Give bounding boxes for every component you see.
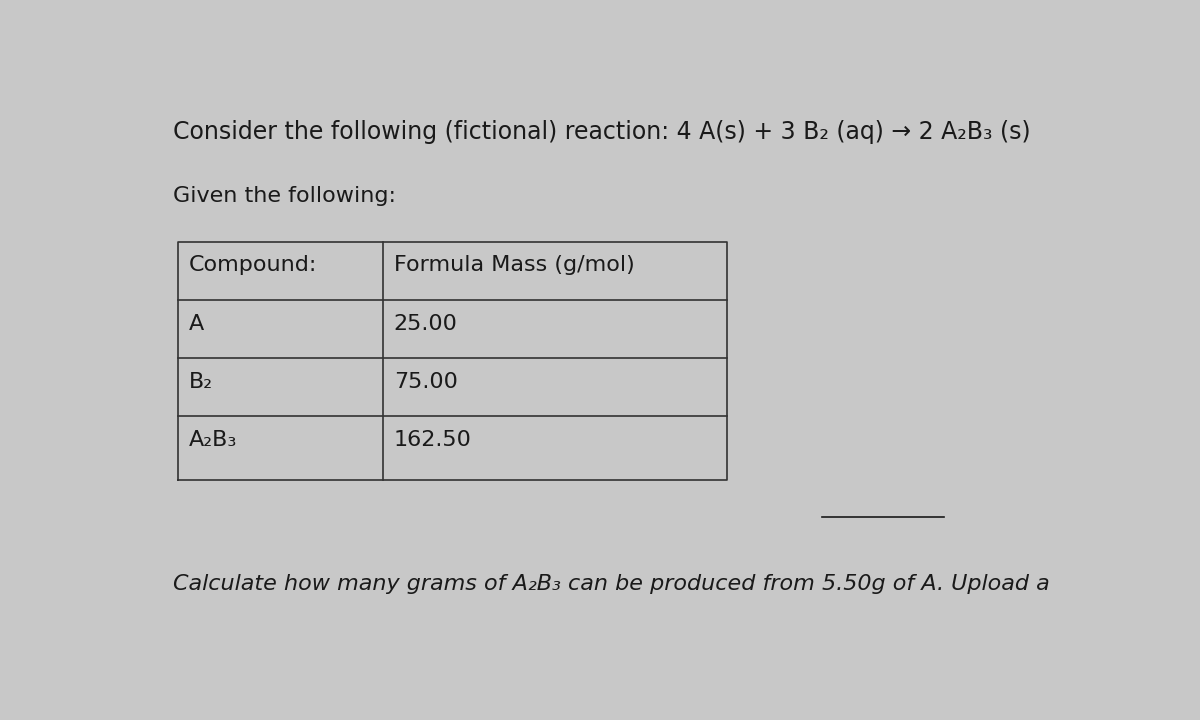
- Text: 162.50: 162.50: [394, 430, 472, 450]
- Text: Compound:: Compound:: [190, 256, 318, 276]
- Text: 25.00: 25.00: [394, 314, 457, 333]
- Text: Formula Mass (g/mol): Formula Mass (g/mol): [394, 256, 635, 276]
- Text: A: A: [190, 314, 204, 333]
- Text: Calculate how many grams of A₂B₃ can be produced from: Calculate how many grams of A₂B₃ can be …: [173, 575, 822, 594]
- Text: B₂: B₂: [190, 372, 214, 392]
- Text: A₂B₃: A₂B₃: [190, 430, 238, 450]
- Text: 5.50g of A.: 5.50g of A.: [822, 575, 944, 594]
- Text: Given the following:: Given the following:: [173, 186, 396, 206]
- Text: Upload a: Upload a: [944, 575, 1050, 594]
- Text: 75.00: 75.00: [394, 372, 457, 392]
- Text: Consider the following (fictional) reaction: 4 A(s) + 3 B₂ (aq) → 2 A₂B₃ (s): Consider the following (fictional) react…: [173, 120, 1031, 144]
